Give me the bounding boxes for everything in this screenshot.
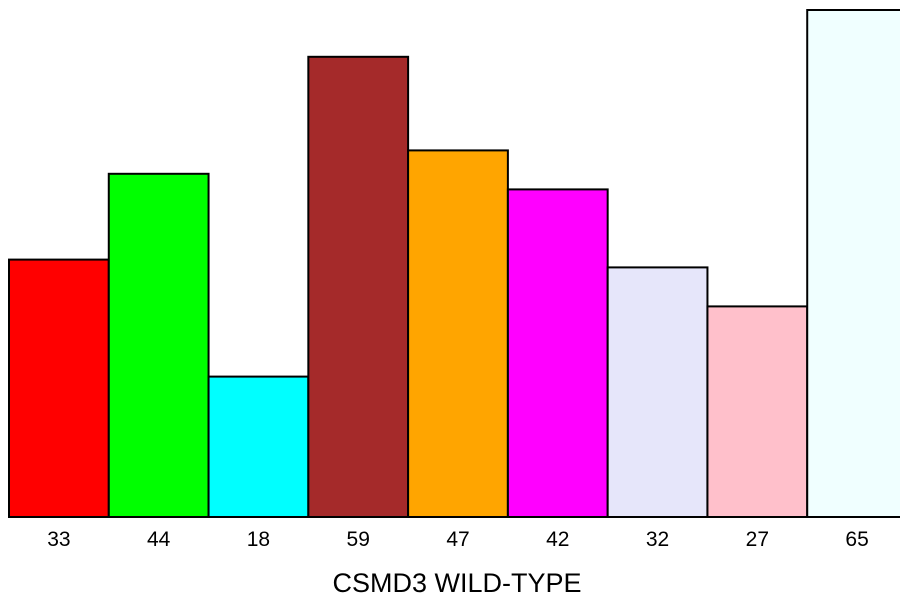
tick-label-7: 27 [746,528,769,551]
tick-label-5: 42 [546,528,569,551]
tick-label-3: 59 [347,528,370,551]
tick-label-8: 65 [845,528,868,551]
bar-6 [606,266,709,518]
tick-label-2: 18 [247,528,270,551]
bar-7 [706,305,809,518]
bar-2 [207,375,310,518]
tick-label-0: 33 [47,528,70,551]
bars-group [8,9,900,519]
x-axis-label: CSMD3 WILD-TYPE [332,568,581,598]
tick-label-4: 47 [446,528,469,551]
bar-0 [8,258,110,518]
bar-1 [107,172,210,519]
bar-5 [506,188,609,518]
tick-label-1: 44 [147,528,171,551]
bar-4 [407,149,509,518]
bar-3 [307,55,410,519]
tick-label-6: 32 [646,528,669,551]
bar-8 [806,9,900,518]
tick-labels-group: 33 44 18 59 47 42 32 27 65 [47,528,869,551]
